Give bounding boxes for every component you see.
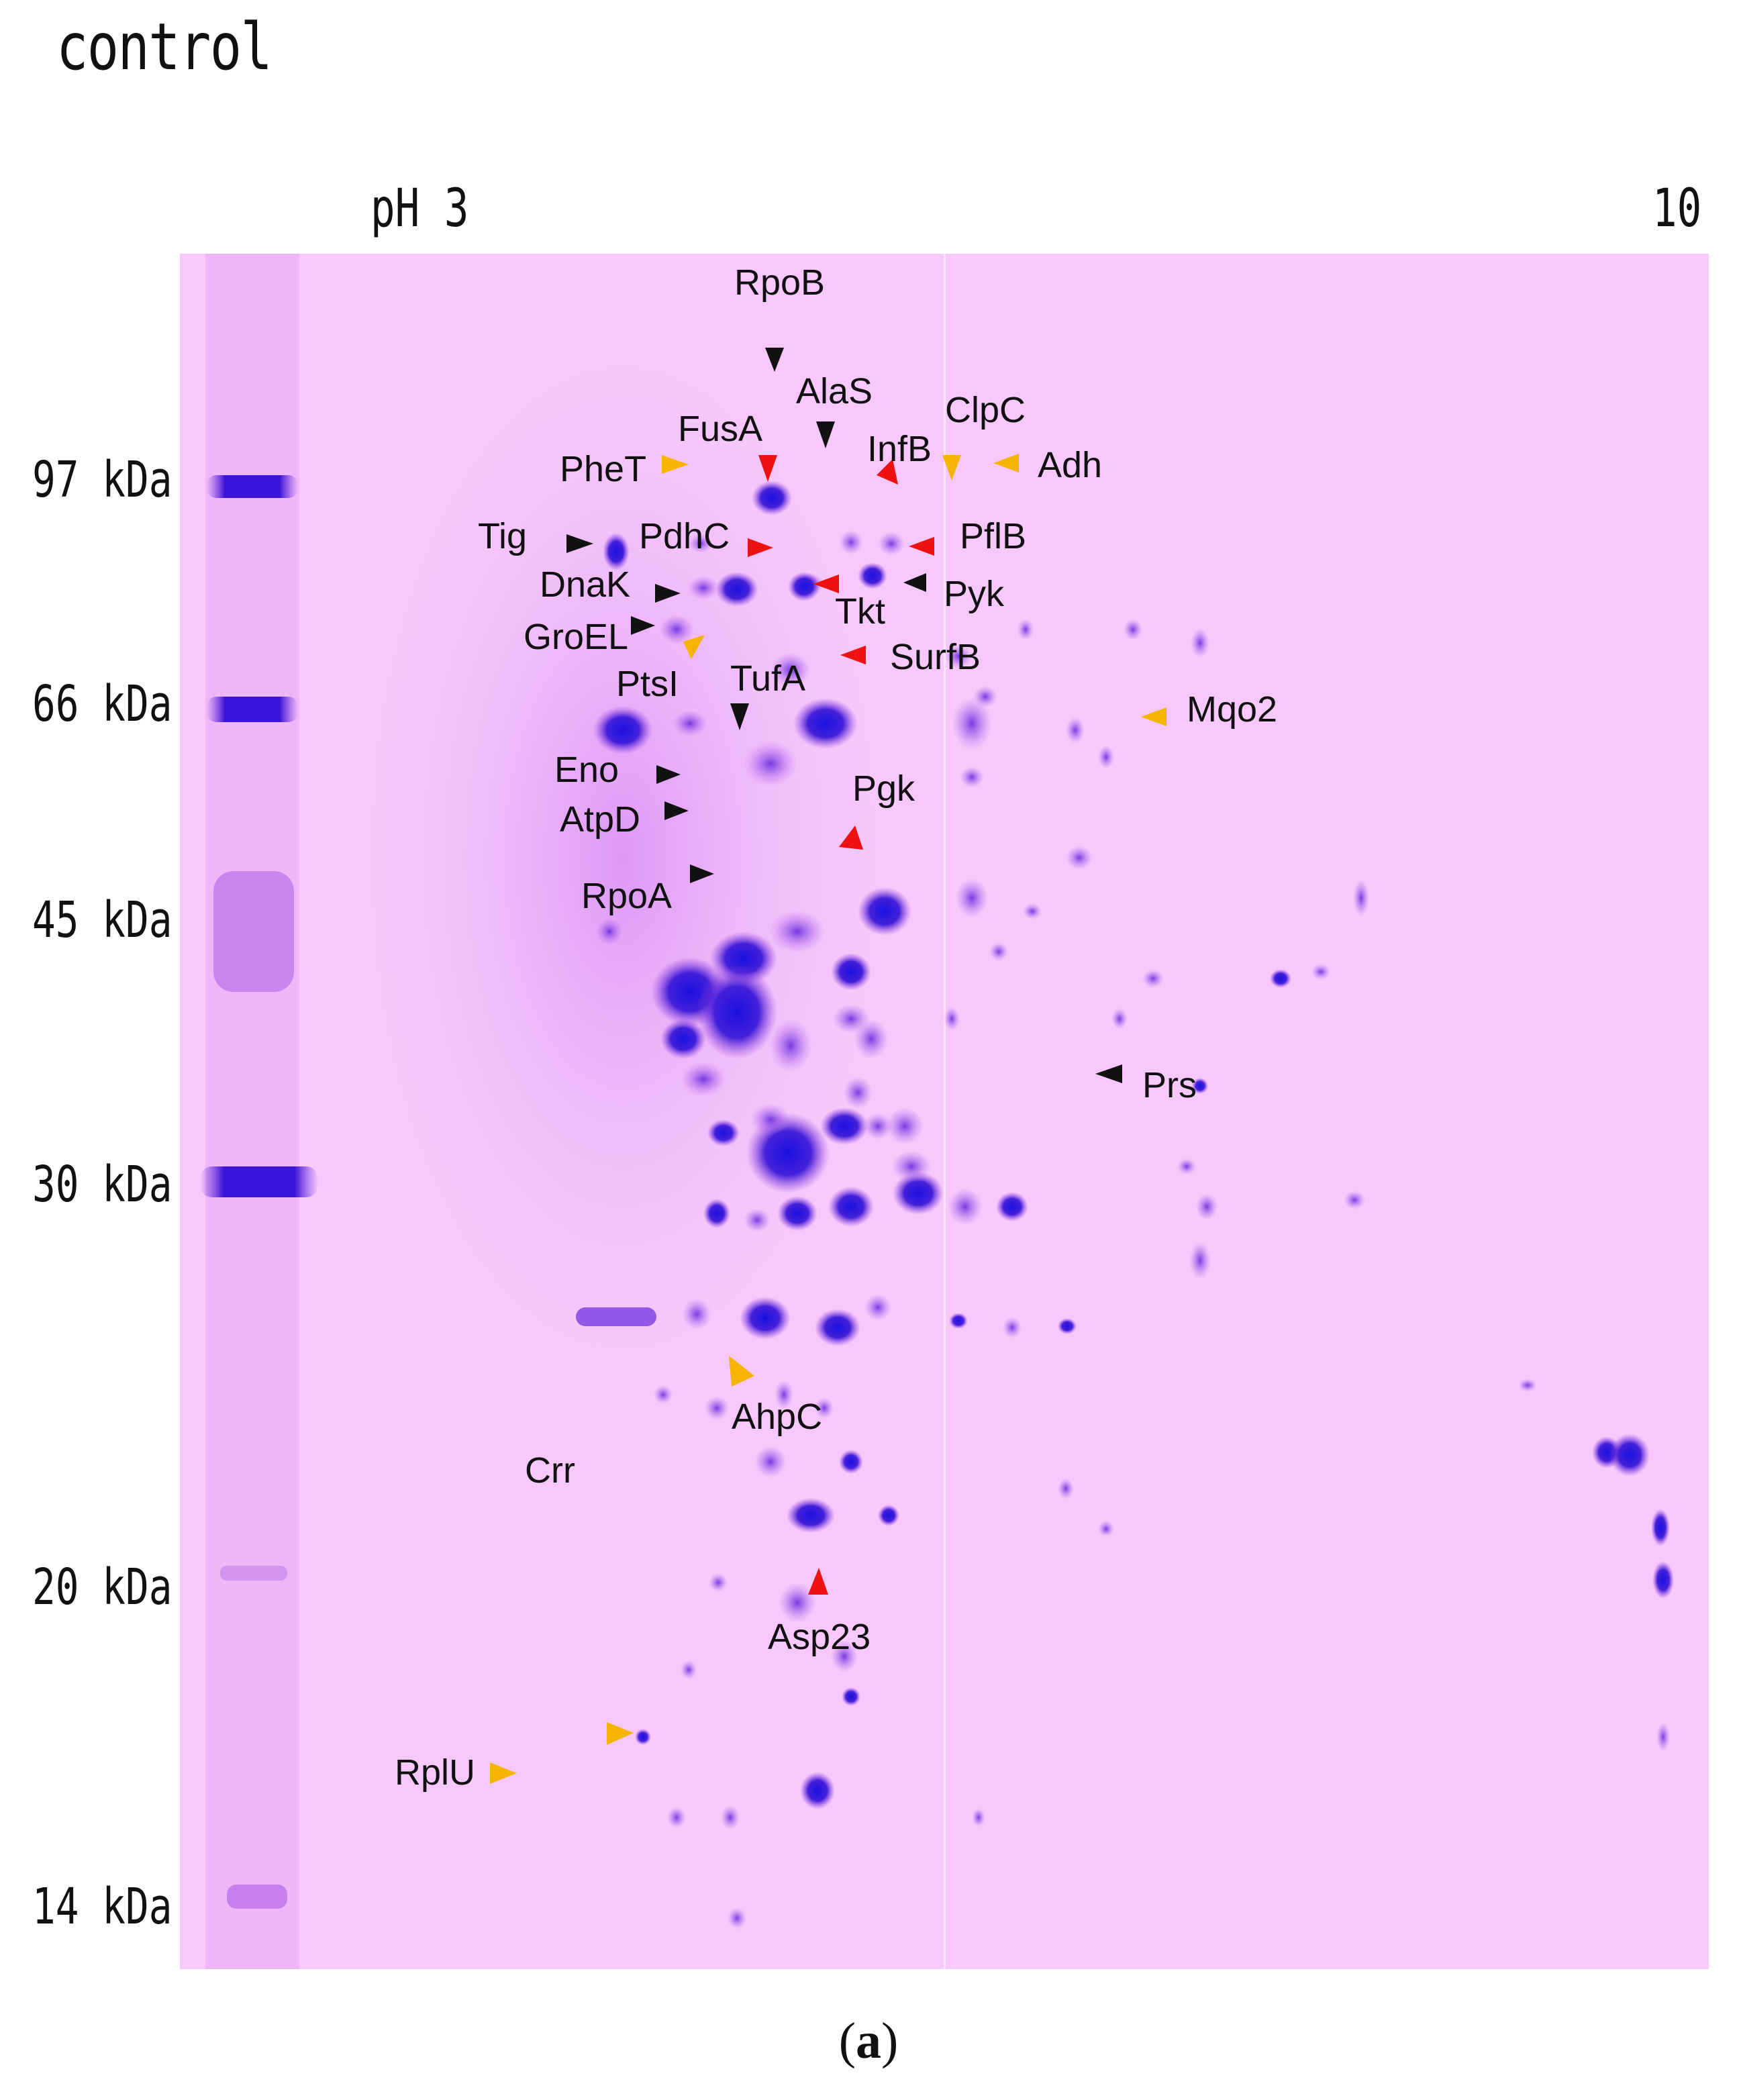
label-eno: Eno xyxy=(554,750,619,790)
arrow-rplu xyxy=(490,1762,517,1784)
label-atpd: AtpD xyxy=(560,799,641,840)
arrow-alas xyxy=(816,421,835,448)
figure-title: control xyxy=(56,9,272,85)
label-rpob: RpoB xyxy=(734,262,826,303)
ph-start-label: pH 3 xyxy=(370,179,469,239)
caption-open: ( xyxy=(838,2013,856,2069)
arrow-pyk xyxy=(903,573,926,592)
label-tig: Tig xyxy=(478,516,528,556)
label-crr: Crr xyxy=(525,1450,575,1491)
arrow-tkt xyxy=(813,574,839,593)
label-prs: Prs xyxy=(1142,1065,1197,1105)
label-rpoa: RpoA xyxy=(581,876,673,916)
caption-letter: a xyxy=(856,2013,881,2069)
arrow-pflb xyxy=(909,537,934,556)
arrow-asp23 xyxy=(808,1568,828,1595)
arrow-adh xyxy=(993,454,1019,472)
arrow-mqo2 xyxy=(1141,707,1167,726)
arrow-tig xyxy=(566,534,593,553)
arrow-phet xyxy=(662,455,689,474)
label-tufa: TufA xyxy=(730,658,806,699)
arrow-groel xyxy=(631,616,655,635)
arrow-clpc xyxy=(942,455,961,481)
arrow-pdhc xyxy=(748,538,773,557)
gel-image xyxy=(180,254,1709,1969)
arrow-crr xyxy=(607,1722,634,1745)
label-alas: AlaS xyxy=(796,371,873,411)
black-arrows xyxy=(566,348,1122,1083)
orange-arrows xyxy=(490,454,1167,1784)
arrow-rpoa xyxy=(690,864,714,883)
label-ahpc: AhpC xyxy=(732,1397,823,1437)
label-adh: Adh xyxy=(1038,445,1103,485)
arrow-tufa xyxy=(730,703,749,730)
mw-marker-45: 45 kDa xyxy=(32,891,172,949)
red-arrows xyxy=(748,455,934,1595)
ph-end-label: 10 xyxy=(1652,179,1702,239)
arrow-rpob xyxy=(765,348,784,372)
arrow-infb xyxy=(877,459,898,485)
arrow-pgk xyxy=(839,826,863,850)
label-fusa: FusA xyxy=(678,409,763,449)
gel-streak xyxy=(944,254,946,1969)
label-pgk: Pgk xyxy=(852,768,915,809)
label-rplu: RplU xyxy=(395,1752,476,1793)
arrow-ahpc xyxy=(729,1356,754,1387)
caption-close: ) xyxy=(881,2013,899,2069)
label-asp23: Asp23 xyxy=(768,1617,871,1657)
label-clpc: ClpC xyxy=(945,390,1026,430)
label-mqo2: Mqo2 xyxy=(1187,689,1278,730)
label-infb: InfB xyxy=(867,429,932,469)
label-surfb: SurfB xyxy=(890,637,981,677)
mw-marker-20: 20 kDa xyxy=(32,1558,172,1616)
label-groel: GroEL xyxy=(524,617,629,657)
label-phet: PheT xyxy=(560,449,647,489)
arrow-atpd xyxy=(664,801,689,820)
label-dnak: DnaK xyxy=(540,564,631,605)
marker-ladder xyxy=(200,254,318,1969)
label-pdhc: PdhC xyxy=(639,516,730,556)
mw-marker-97: 97 kDa xyxy=(32,451,172,509)
protein-spots xyxy=(576,481,1674,1929)
arrow-eno xyxy=(656,765,681,784)
arrow-surfb xyxy=(840,646,866,664)
arrow-prs xyxy=(1095,1064,1122,1083)
label-pyk: Pyk xyxy=(944,574,1005,614)
arrow-ptsi xyxy=(683,635,705,659)
label-ptsi: PtsI xyxy=(616,664,679,704)
arrow-dnak xyxy=(655,584,681,603)
figure-caption: (a) xyxy=(0,2012,1737,2070)
label-tkt: Tkt xyxy=(835,591,885,632)
mw-marker-30: 30 kDa xyxy=(32,1156,172,1213)
mw-marker-66: 66 kDa xyxy=(32,675,172,733)
mw-marker-14: 14 kDa xyxy=(32,1878,172,1936)
label-pflb: PflB xyxy=(960,516,1027,556)
arrow-fusa xyxy=(758,455,777,482)
